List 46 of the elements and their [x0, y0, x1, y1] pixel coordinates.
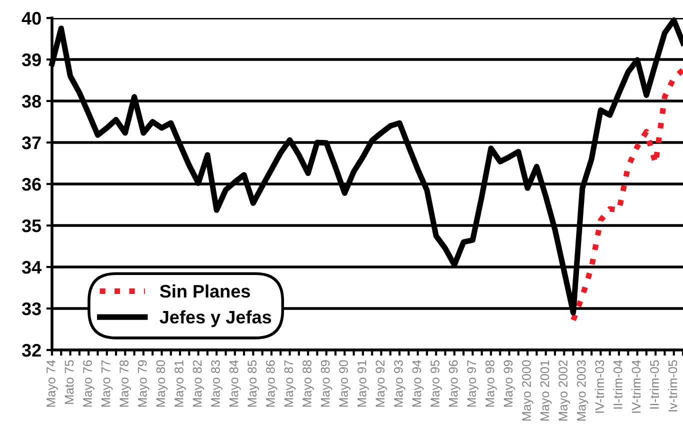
x-tick-label: Mayo 97	[467, 360, 478, 407]
x-tick-label: Iv-trim-05	[668, 360, 678, 412]
x-tick-label: Mayo 82	[192, 360, 204, 407]
x-tick-label: Mayo 77	[102, 360, 113, 407]
x-tick-label: Mayo 98	[485, 360, 497, 407]
x-tick-label: Mayo 2001	[540, 360, 552, 421]
x-tick-label: Mayo 84	[229, 360, 241, 407]
x-tick-label: Mayo 2003	[576, 360, 588, 421]
x-tick-label: II-trim-04	[613, 360, 622, 409]
y-tick-label: 37	[22, 136, 41, 150]
x-tick-label: Mayo 87	[284, 360, 296, 407]
x-tick-label: Mayo 90	[339, 360, 350, 407]
x-tick-label: Mayo 85	[248, 360, 260, 407]
x-tick-label: Mayo 88	[302, 360, 314, 407]
y-tick-label: 40	[22, 12, 41, 25]
x-tick-label: Mato 75	[64, 360, 74, 404]
x-tick-label: Mayo 92	[376, 360, 388, 407]
y-tick-label: 33	[22, 302, 41, 316]
x-tick-label: II-trim-05	[650, 360, 659, 409]
x-tick-label: Mayo 76	[83, 360, 94, 407]
x-tick-label: Mayo 2002	[558, 360, 570, 421]
y-tick-label: 38	[22, 94, 42, 108]
y-tick-label: 32	[22, 344, 41, 357]
x-tick-label: Mayo 99	[504, 360, 516, 407]
y-tick-label: 34	[22, 260, 42, 274]
y-tick-label: 35	[22, 219, 42, 232]
x-tick-label: Mayo 83	[211, 360, 222, 407]
x-tick-label: Mayo 93	[394, 360, 406, 407]
y-tick-label: 39	[22, 53, 41, 66]
x-tick-label: Mayo 94	[412, 360, 424, 407]
x-tick-label: IV-trim-03	[594, 360, 604, 413]
y-tick-label: 36	[22, 178, 41, 191]
x-tick-label: IV-trim-04	[631, 360, 641, 413]
x-tick-label: Mayo 79	[138, 360, 150, 407]
legend-label: Sin Planes	[160, 284, 250, 298]
x-tick-label: Mayo 80	[156, 360, 168, 407]
x-tick-label: Mayo 95	[430, 360, 442, 407]
x-tick-label: Mayo 89	[320, 360, 332, 407]
x-tick-label: Mayo 74	[46, 360, 58, 407]
x-tick-label: Mayo 78	[120, 360, 131, 407]
x-tick-label: Mayo 86	[266, 360, 278, 407]
x-tick-label: Mayo 2000	[522, 360, 534, 421]
x-tick-label: Mayo 81	[174, 360, 186, 407]
legend-label: Jefes y Jefas	[160, 310, 272, 328]
x-tick-label: Mayo 96	[448, 360, 460, 407]
x-tick-label: Mayo 91	[357, 360, 369, 407]
